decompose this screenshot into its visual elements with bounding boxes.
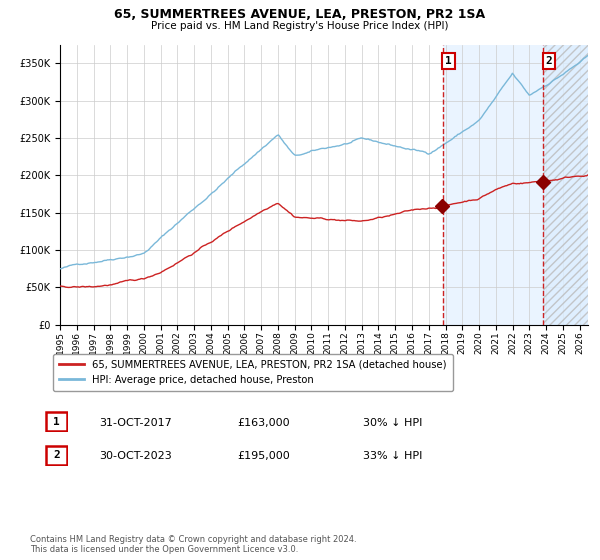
Text: 1: 1 [445, 56, 452, 66]
Text: 1: 1 [53, 417, 60, 427]
Text: 65, SUMMERTREES AVENUE, LEA, PRESTON, PR2 1SA: 65, SUMMERTREES AVENUE, LEA, PRESTON, PR… [115, 8, 485, 21]
Legend: 65, SUMMERTREES AVENUE, LEA, PRESTON, PR2 1SA (detached house), HPI: Average pri: 65, SUMMERTREES AVENUE, LEA, PRESTON, PR… [53, 354, 452, 391]
Text: 31-OCT-2017: 31-OCT-2017 [99, 418, 172, 428]
Text: £163,000: £163,000 [237, 418, 290, 428]
Bar [443, 45, 588, 325]
FancyBboxPatch shape [46, 446, 67, 465]
Text: Contains HM Land Registry data © Crown copyright and database right 2024.
This d: Contains HM Land Registry data © Crown c… [30, 535, 356, 554]
Text: 30% ↓ HPI: 30% ↓ HPI [363, 418, 422, 428]
Bar [543, 45, 588, 325]
Text: 30-OCT-2023: 30-OCT-2023 [99, 451, 172, 461]
FancyBboxPatch shape [46, 412, 67, 431]
Text: 2: 2 [53, 450, 60, 460]
Text: 2: 2 [546, 56, 553, 66]
Text: Price paid vs. HM Land Registry's House Price Index (HPI): Price paid vs. HM Land Registry's House … [151, 21, 449, 31]
Text: £195,000: £195,000 [237, 451, 290, 461]
Text: 33% ↓ HPI: 33% ↓ HPI [363, 451, 422, 461]
